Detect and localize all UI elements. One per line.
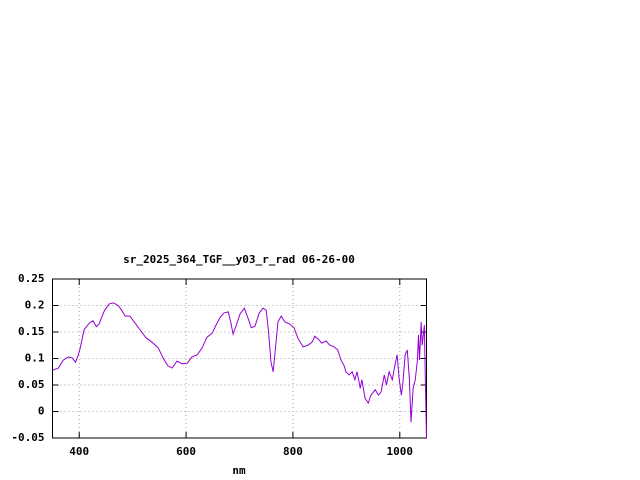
y-tick-label: 0 (38, 405, 45, 418)
chart-title: sr_2025_364_TGF__y03_r_rad 06-26-00 (123, 253, 355, 266)
x-axis-label: nm (232, 464, 246, 477)
plot-border (52, 278, 427, 439)
x-tick-label: 1000 (387, 445, 414, 458)
data-line (52, 302, 427, 439)
x-tick-label: 400 (69, 445, 89, 458)
y-tick-label: -0.05 (11, 431, 44, 444)
y-tick-label: 0.2 (25, 299, 45, 312)
x-tick-label: 800 (283, 445, 303, 458)
y-tick-label: 0.05 (18, 378, 45, 391)
y-tick-label: 0.15 (18, 325, 45, 338)
x-tick-label: 600 (176, 445, 196, 458)
y-tick-label: 0.1 (25, 352, 45, 365)
y-tick-label: 0.25 (18, 272, 45, 285)
